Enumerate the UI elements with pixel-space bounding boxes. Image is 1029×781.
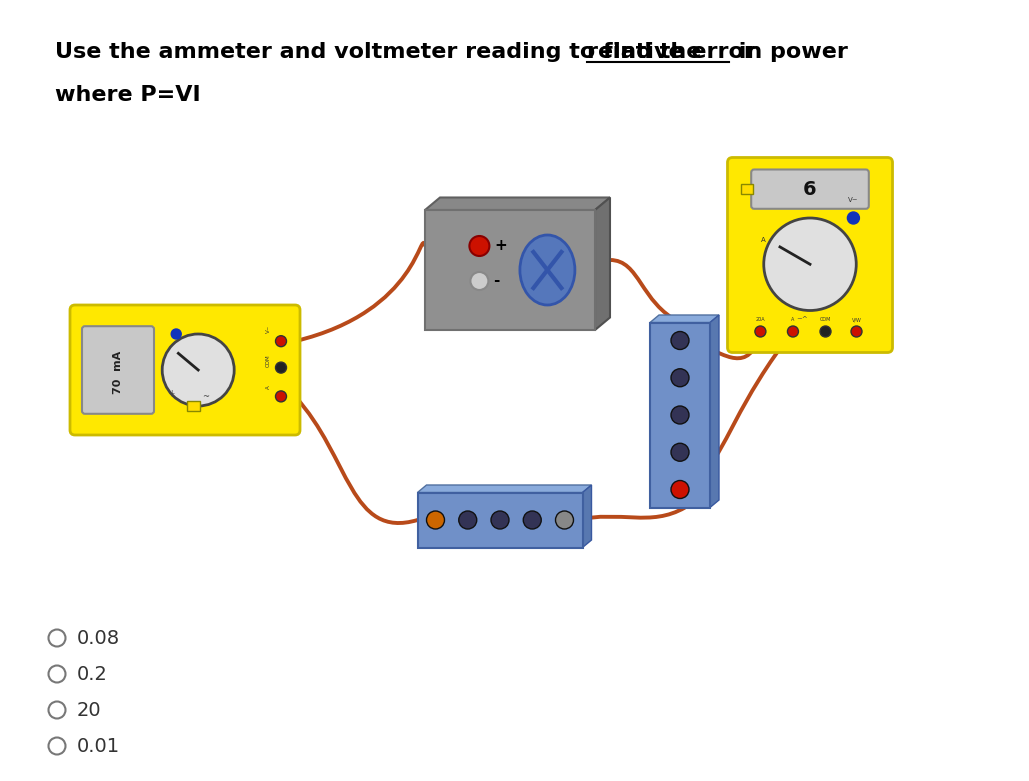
Circle shape [491,511,509,529]
Circle shape [48,665,66,683]
Polygon shape [425,198,610,210]
Circle shape [276,391,286,402]
Text: 70  mA: 70 mA [113,351,123,394]
Circle shape [48,629,66,647]
Circle shape [171,329,181,339]
Polygon shape [418,485,592,493]
Circle shape [524,511,541,529]
Circle shape [755,326,766,337]
Circle shape [820,326,831,337]
Text: A: A [791,317,794,322]
FancyBboxPatch shape [728,158,892,352]
Circle shape [163,334,235,406]
Text: A: A [265,385,271,389]
Text: V~: V~ [265,325,271,333]
Text: V~: V~ [848,197,859,202]
Text: ~: ~ [202,393,209,401]
Circle shape [469,236,490,256]
Text: COM: COM [820,317,831,322]
Circle shape [426,511,445,529]
Text: |-: |- [171,390,175,397]
FancyBboxPatch shape [70,305,300,435]
Bar [425,210,595,330]
Text: 0.2: 0.2 [77,665,108,683]
Polygon shape [710,315,719,508]
Bar [187,401,200,411]
Text: ~^: ~^ [796,316,808,322]
Ellipse shape [520,235,575,305]
Polygon shape [595,198,610,330]
Circle shape [48,701,66,719]
Circle shape [787,326,799,337]
Circle shape [556,511,573,529]
Bar [418,493,582,547]
Bar [650,323,710,508]
FancyBboxPatch shape [82,326,154,414]
Circle shape [764,218,856,311]
Circle shape [671,406,689,424]
Text: relative error: relative error [587,42,755,62]
Text: -: - [493,273,500,288]
Circle shape [671,444,689,462]
FancyBboxPatch shape [751,169,868,209]
Text: 20: 20 [77,701,102,719]
Text: in power: in power [731,42,848,62]
Text: V/W: V/W [852,317,861,322]
Circle shape [459,511,476,529]
Circle shape [848,212,859,224]
Text: 6: 6 [804,180,817,198]
Circle shape [470,272,489,290]
Polygon shape [582,485,592,547]
Text: 20A: 20A [755,317,766,322]
Text: 0.08: 0.08 [77,629,120,647]
Polygon shape [650,315,719,323]
Circle shape [276,336,286,347]
Text: A: A [761,237,766,243]
Circle shape [671,480,689,498]
Circle shape [851,326,862,337]
Text: COM: COM [265,354,271,367]
Circle shape [671,331,689,350]
Text: Use the ammeter and voltmeter reading to find the: Use the ammeter and voltmeter reading to… [55,42,709,62]
Text: +: + [494,238,507,254]
Circle shape [671,369,689,387]
Circle shape [48,737,66,754]
Circle shape [276,362,286,373]
Text: 0.01: 0.01 [77,736,120,755]
Text: where P=VI: where P=VI [55,85,201,105]
Bar [741,184,752,194]
